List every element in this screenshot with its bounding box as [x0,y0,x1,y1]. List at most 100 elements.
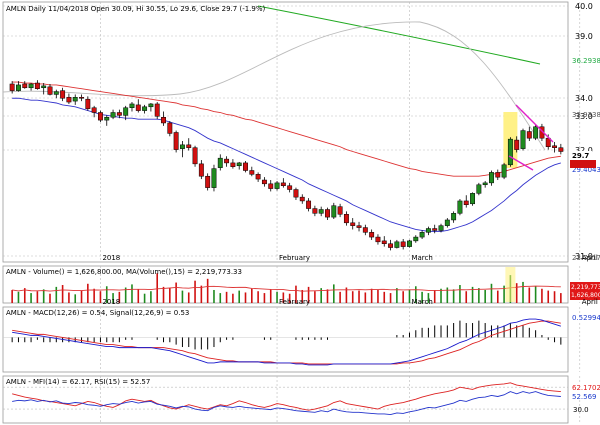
osc-right-label: 62.1702 [572,384,600,392]
volume-x-label: 2018 [102,298,120,306]
candle-body [91,107,97,113]
sma20-line [12,97,561,232]
y-tick-label: 31.0 [575,252,593,261]
candle-body [419,232,425,238]
volume-label-bg [570,282,600,300]
candle-body [224,158,230,164]
candle-body [85,98,91,109]
rsi-line [12,391,561,415]
x-axis-label: February [279,254,310,262]
candle-body [425,228,431,233]
candle-body [306,200,312,209]
candle-body [217,157,223,168]
candle-body [558,147,564,152]
candle-body [312,208,318,214]
candle-body [495,172,501,178]
candle-body [400,241,406,247]
macd-label-bg [570,313,600,322]
candle-body [274,182,280,189]
price-label-bg [570,151,592,160]
candle-body [381,240,387,244]
candle-body [161,117,166,124]
candle-body [110,112,116,118]
candle-body [255,174,261,180]
price-right-label: 29.4043 [572,166,600,174]
candle-body [261,179,267,185]
sma200-line [257,5,541,65]
candle-body [432,228,438,231]
candle-body [482,182,488,186]
panel-macd-frame [2,306,569,373]
sma50-line [12,81,561,177]
candle-body [444,219,450,226]
x-axis-label: April [582,254,598,262]
candle-body [318,209,324,214]
price-right-label: 36.2938 [572,57,600,65]
candle-body [356,225,362,228]
candle-body [211,168,217,188]
panel-volume-frame [2,265,569,304]
candle-body [331,205,337,218]
candle-body [457,200,463,214]
candle-body [41,85,47,89]
macd-line [12,318,561,366]
panel-osc-frame [2,375,569,424]
volume-right-label: 1,626,800 [571,292,600,299]
trendline-upper [515,104,554,143]
volume-x-label: February [279,298,310,306]
y-tick-label: 39.0 [575,32,593,41]
candle-body [552,145,557,148]
volume-right-label: 2,219,773 [571,284,600,291]
candle-body [129,103,135,109]
candle-body [451,213,457,221]
candle-body [501,164,507,178]
candle-body [142,106,148,111]
candle-body [362,227,368,233]
candle-body [280,182,286,186]
price-right-label: 33.9338 [572,111,600,119]
candle-body [350,222,356,226]
candle-body [148,103,154,108]
y-tick-label: 32.0 [575,146,593,155]
candle-body [205,175,211,188]
candle-body [123,107,129,116]
candle-body [22,83,28,89]
osc-label-bg [570,392,598,400]
candle-body [230,162,236,167]
candle-body [104,117,110,121]
candle-body [514,139,520,150]
candle-body [97,112,103,121]
candle-body [520,130,526,149]
candle-body [407,240,412,247]
current-price-marker [570,160,596,168]
osc-tick-label: 30.0 [573,406,589,414]
price-label-bg [570,165,598,174]
y-tick-label: 40.0 [575,2,593,11]
osc-label-bg [570,383,598,391]
macd-panel-title: AMLN - MACD(12,26) = 0.54, Signal(12,26,… [6,309,189,317]
candle-body [28,83,34,89]
candle-body [167,122,173,134]
volume-x-label: April [582,298,598,306]
candle-body [9,83,15,91]
candle-body [34,82,40,89]
candle-body [325,209,330,218]
candle-body [66,97,72,103]
sma100-line [2,21,546,151]
price-right-label: 29.7 [572,152,589,160]
candle-body [375,236,381,243]
candle-body [135,104,141,111]
osc-panel-title: AMLN - MFI(14) = 62.17, RSI(15) = 52.57 [6,378,150,386]
x-axis-label: 2018 [102,254,120,262]
x-axis-label: March [411,254,432,262]
candle-body [179,144,185,149]
candle-body [268,183,274,189]
candle-body [72,97,78,102]
candle-body [154,103,160,117]
candle-body [489,172,494,184]
candle-body [507,138,513,166]
candle-body [413,236,419,242]
candle-body [186,144,192,148]
candle-body [394,241,400,248]
candle-body [470,193,476,205]
